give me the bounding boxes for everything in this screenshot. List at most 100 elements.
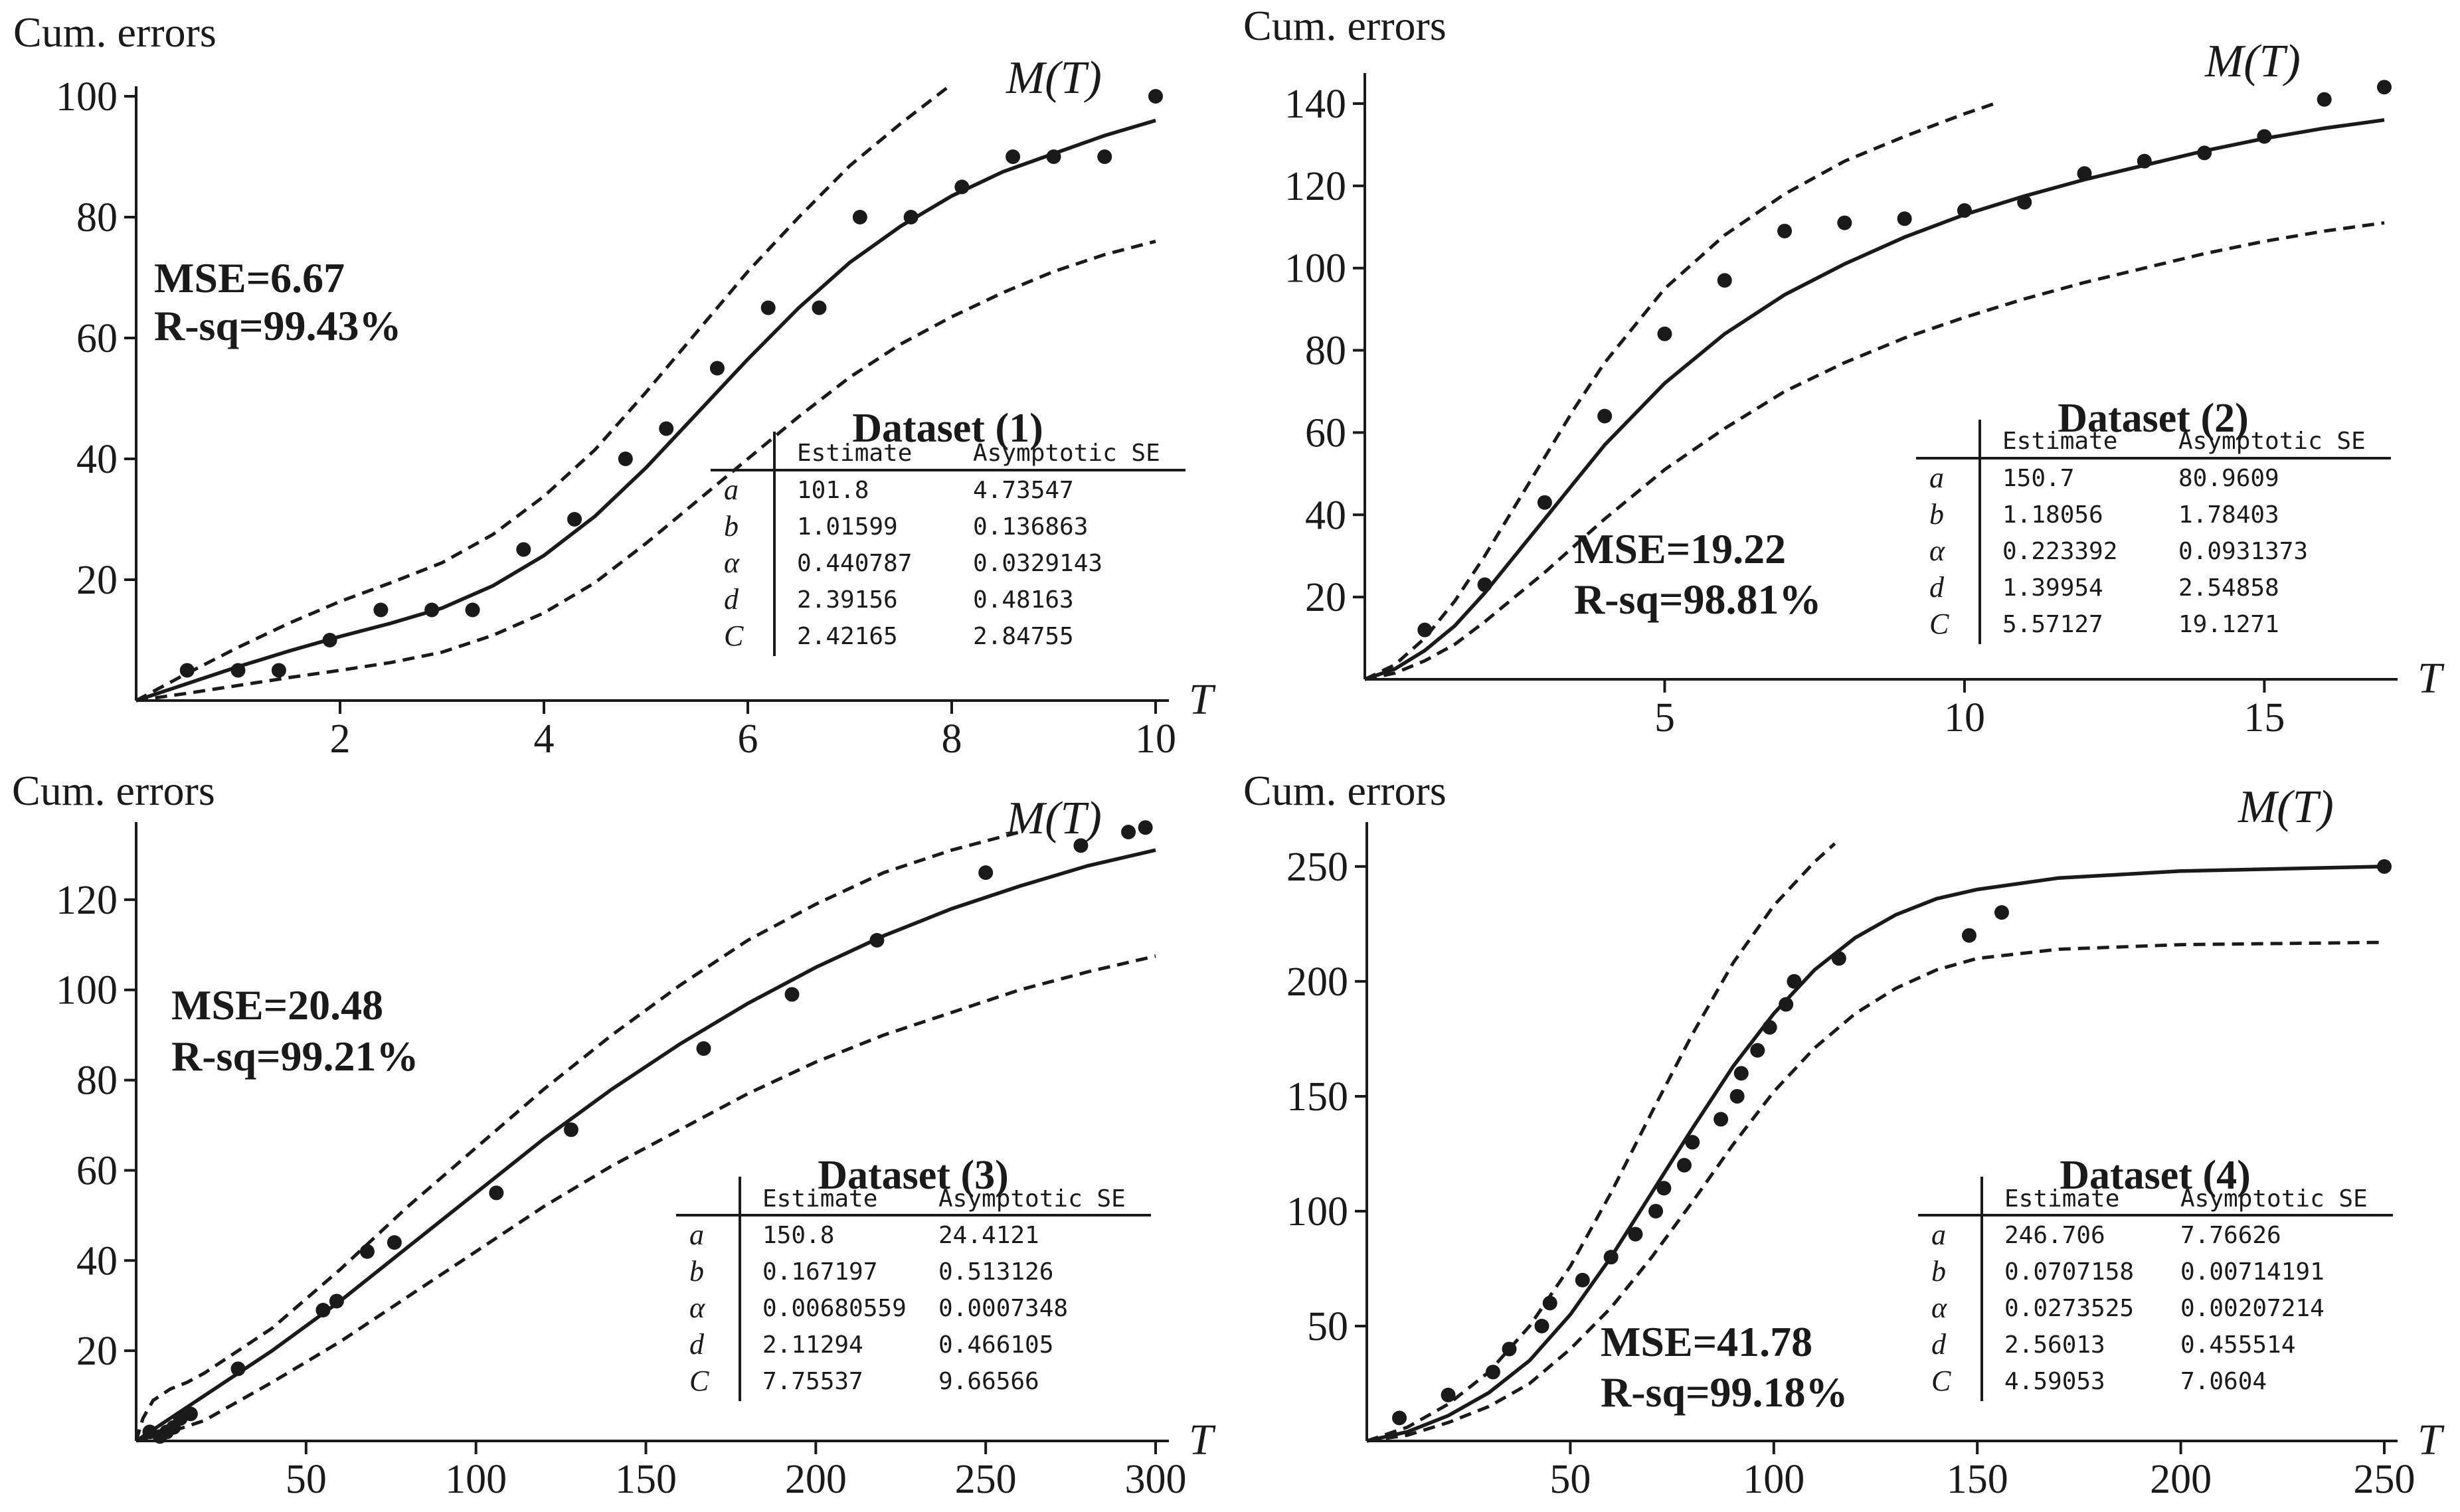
x-tick-label: 50 <box>1549 1457 1591 1502</box>
mse-label: MSE=19.22 <box>1574 525 1786 572</box>
data-point <box>1138 820 1153 835</box>
data-point <box>230 663 246 678</box>
table-param-1: a <box>1929 462 1944 494</box>
data-point <box>1097 149 1112 164</box>
data-point <box>1485 1365 1500 1380</box>
data-point <box>387 1235 402 1250</box>
data-point <box>516 542 531 557</box>
data-point <box>1392 1410 1407 1426</box>
data-point <box>1006 149 1021 164</box>
data-point <box>1603 1250 1619 1265</box>
table-param-1: a <box>724 473 739 506</box>
y-tick-label: 40 <box>76 1238 118 1284</box>
y-tick-label: 100 <box>1284 246 1346 292</box>
data-point <box>1717 273 1732 288</box>
x-tick-label: 200 <box>785 1457 847 1502</box>
data-point <box>1575 1272 1590 1288</box>
y-tick-label: 150 <box>1286 1074 1348 1120</box>
x-tick-label: 250 <box>2354 1457 2416 1502</box>
data-point <box>978 865 994 881</box>
table-se-5: 2.84755 <box>973 623 1074 650</box>
x-axis-label: T <box>1189 675 1216 724</box>
table-estimate-4: 2.56013 <box>2004 1331 2105 1359</box>
y-tick-label: 250 <box>1286 845 1348 890</box>
data-point <box>489 1185 504 1201</box>
lower-confidence-band <box>1366 940 2385 1443</box>
data-point <box>1733 1066 1749 1081</box>
data-point <box>659 421 674 436</box>
data-point <box>760 300 776 315</box>
table-estimate-5: 5.57127 <box>2002 611 2103 638</box>
table-se-2: 1.78403 <box>2178 501 2279 529</box>
table-param-5: C <box>1931 1365 1951 1397</box>
fitted-mean-curve <box>1366 865 2385 1443</box>
data-point <box>1148 89 1163 104</box>
data-point <box>869 933 885 948</box>
table-estimate-2: 1.01599 <box>797 513 898 541</box>
data-point <box>373 602 389 618</box>
table-header-se: Asymptotic SE <box>938 1185 1126 1213</box>
x-tick-label: 100 <box>445 1457 507 1502</box>
lower-confidence-band <box>135 954 1156 1443</box>
data-point <box>179 663 195 678</box>
y-tick-label: 100 <box>56 74 118 120</box>
x-axis-label: T <box>2417 1416 2445 1464</box>
table-se-1: 7.76626 <box>2180 1222 2281 1249</box>
y-tick-label: 80 <box>76 1058 118 1104</box>
table-param-2: b <box>724 510 739 543</box>
data-point <box>1597 408 1613 424</box>
table-param-2: b <box>1929 498 1944 531</box>
rsq-label: R-sq=99.43% <box>154 302 402 349</box>
table-param-2: b <box>689 1255 704 1288</box>
data-point <box>784 987 800 1002</box>
data-point <box>2077 166 2092 181</box>
data-point <box>954 179 970 195</box>
table-estimate-1: 246.706 <box>2004 1222 2105 1249</box>
table-estimate-1: 150.8 <box>762 1222 834 1249</box>
x-tick-label: 2 <box>330 716 351 762</box>
data-point <box>1729 1088 1745 1104</box>
table-param-4: d <box>1929 571 1945 604</box>
curve-label: M(T) <box>2238 782 2334 833</box>
y-tick-label: 80 <box>76 195 118 240</box>
x-tick-label: 150 <box>615 1457 677 1502</box>
data-point <box>696 1041 711 1056</box>
table-estimate-1: 101.8 <box>797 477 869 504</box>
table-param-1: a <box>1931 1218 1946 1251</box>
y-tick-label: 140 <box>1284 82 1346 127</box>
table-se-4: 2.54858 <box>2178 574 2279 602</box>
y-tick-label: 20 <box>76 558 118 603</box>
data-point <box>1750 1043 1765 1058</box>
dataset-title: Dataset (3) <box>818 1153 1009 1198</box>
data-point <box>852 210 867 224</box>
data-point <box>1441 1387 1456 1402</box>
x-tick-label: 200 <box>2150 1457 2212 1502</box>
x-axis-label: T <box>2417 654 2445 703</box>
data-point <box>1713 1112 1729 1127</box>
data-point <box>329 1294 344 1309</box>
table-header-se: Asymptotic SE <box>2178 428 2366 455</box>
mse-label: MSE=6.67 <box>154 254 345 301</box>
y-tick-label: 40 <box>76 437 118 482</box>
chart-panel-3: 50 100 150 200 250 300 20 40 60 80 100 120 Cum. erro… <box>12 767 1216 1502</box>
data-point <box>563 1122 578 1137</box>
table-se-3: 0.0329143 <box>973 550 1102 577</box>
table-se-2: 0.136863 <box>973 513 1088 541</box>
data-point <box>315 1303 331 1318</box>
data-point <box>1961 928 1977 943</box>
table-se-1: 4.73547 <box>973 477 1074 504</box>
x-tick-label: 10 <box>1135 716 1176 762</box>
data-point <box>2317 92 2332 107</box>
table-estimate-1: 150.7 <box>2002 465 2074 492</box>
data-point <box>2197 145 2212 161</box>
table-se-4: 0.466105 <box>938 1331 1053 1359</box>
lower-confidence-band <box>135 239 1156 703</box>
y-tick-label: 60 <box>76 1148 118 1193</box>
data-point <box>1685 1135 1700 1150</box>
table-param-5: C <box>1929 608 1949 640</box>
rsq-label: R-sq=98.81% <box>1574 576 1822 623</box>
curve-label: M(T) <box>1006 793 1102 844</box>
table-estimate-5: 7.75537 <box>762 1368 863 1395</box>
x-tick-label: 250 <box>955 1457 1017 1502</box>
mse-label: MSE=20.48 <box>171 981 383 1029</box>
